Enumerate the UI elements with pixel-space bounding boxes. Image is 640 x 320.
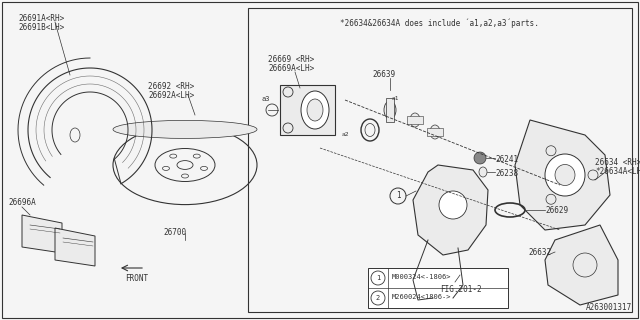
Text: a1: a1 bbox=[392, 96, 399, 101]
Text: *26634&26634A does include ´a1,a2,a3´parts.: *26634&26634A does include ´a1,a2,a3´par… bbox=[340, 18, 539, 28]
Polygon shape bbox=[22, 215, 62, 253]
Text: M260024<1806->: M260024<1806-> bbox=[392, 294, 451, 300]
Text: 26634 <RH>: 26634 <RH> bbox=[595, 158, 640, 167]
Text: 26669 <RH>: 26669 <RH> bbox=[268, 55, 314, 64]
Text: FIG.201-2: FIG.201-2 bbox=[440, 285, 482, 294]
Text: 26639: 26639 bbox=[372, 70, 395, 79]
Ellipse shape bbox=[307, 99, 323, 121]
Text: 26691A<RH>: 26691A<RH> bbox=[18, 14, 64, 23]
Text: 1: 1 bbox=[396, 191, 400, 201]
Text: *26634A<LH>: *26634A<LH> bbox=[595, 167, 640, 176]
Circle shape bbox=[283, 123, 293, 133]
Text: 26691B<LH>: 26691B<LH> bbox=[18, 23, 64, 32]
Text: A263001317: A263001317 bbox=[586, 303, 632, 312]
Text: 26692 <RH>: 26692 <RH> bbox=[148, 82, 195, 91]
Polygon shape bbox=[515, 120, 610, 230]
Ellipse shape bbox=[479, 167, 487, 177]
Polygon shape bbox=[545, 225, 618, 305]
Polygon shape bbox=[413, 165, 488, 255]
Text: 26629: 26629 bbox=[545, 206, 568, 215]
Text: a3: a3 bbox=[262, 96, 271, 102]
Text: 26700: 26700 bbox=[163, 228, 186, 237]
Ellipse shape bbox=[545, 154, 585, 196]
Bar bbox=[280, 85, 335, 135]
Polygon shape bbox=[55, 228, 95, 266]
Circle shape bbox=[283, 87, 293, 97]
Bar bbox=[427, 128, 443, 136]
Text: 26632: 26632 bbox=[528, 248, 551, 257]
Text: 1: 1 bbox=[376, 275, 380, 281]
Text: 26241: 26241 bbox=[495, 155, 518, 164]
Ellipse shape bbox=[555, 164, 575, 186]
Text: M000324<-1806>: M000324<-1806> bbox=[392, 274, 451, 280]
Bar bbox=[386, 98, 394, 122]
Text: 2: 2 bbox=[376, 295, 380, 301]
Ellipse shape bbox=[410, 113, 420, 127]
Circle shape bbox=[439, 191, 467, 219]
Text: 26696A: 26696A bbox=[8, 198, 36, 207]
Text: 26238: 26238 bbox=[495, 169, 518, 178]
Ellipse shape bbox=[113, 120, 257, 138]
Ellipse shape bbox=[384, 101, 396, 119]
Bar bbox=[407, 116, 423, 124]
Text: a2: a2 bbox=[342, 132, 349, 137]
Text: 26692A<LH>: 26692A<LH> bbox=[148, 91, 195, 100]
Bar bbox=[368, 268, 508, 308]
Text: 26669A<LH>: 26669A<LH> bbox=[268, 64, 314, 73]
Ellipse shape bbox=[430, 125, 440, 139]
Circle shape bbox=[474, 152, 486, 164]
Bar bbox=[248, 8, 632, 312]
Text: FRONT: FRONT bbox=[125, 274, 148, 283]
Ellipse shape bbox=[301, 91, 329, 129]
